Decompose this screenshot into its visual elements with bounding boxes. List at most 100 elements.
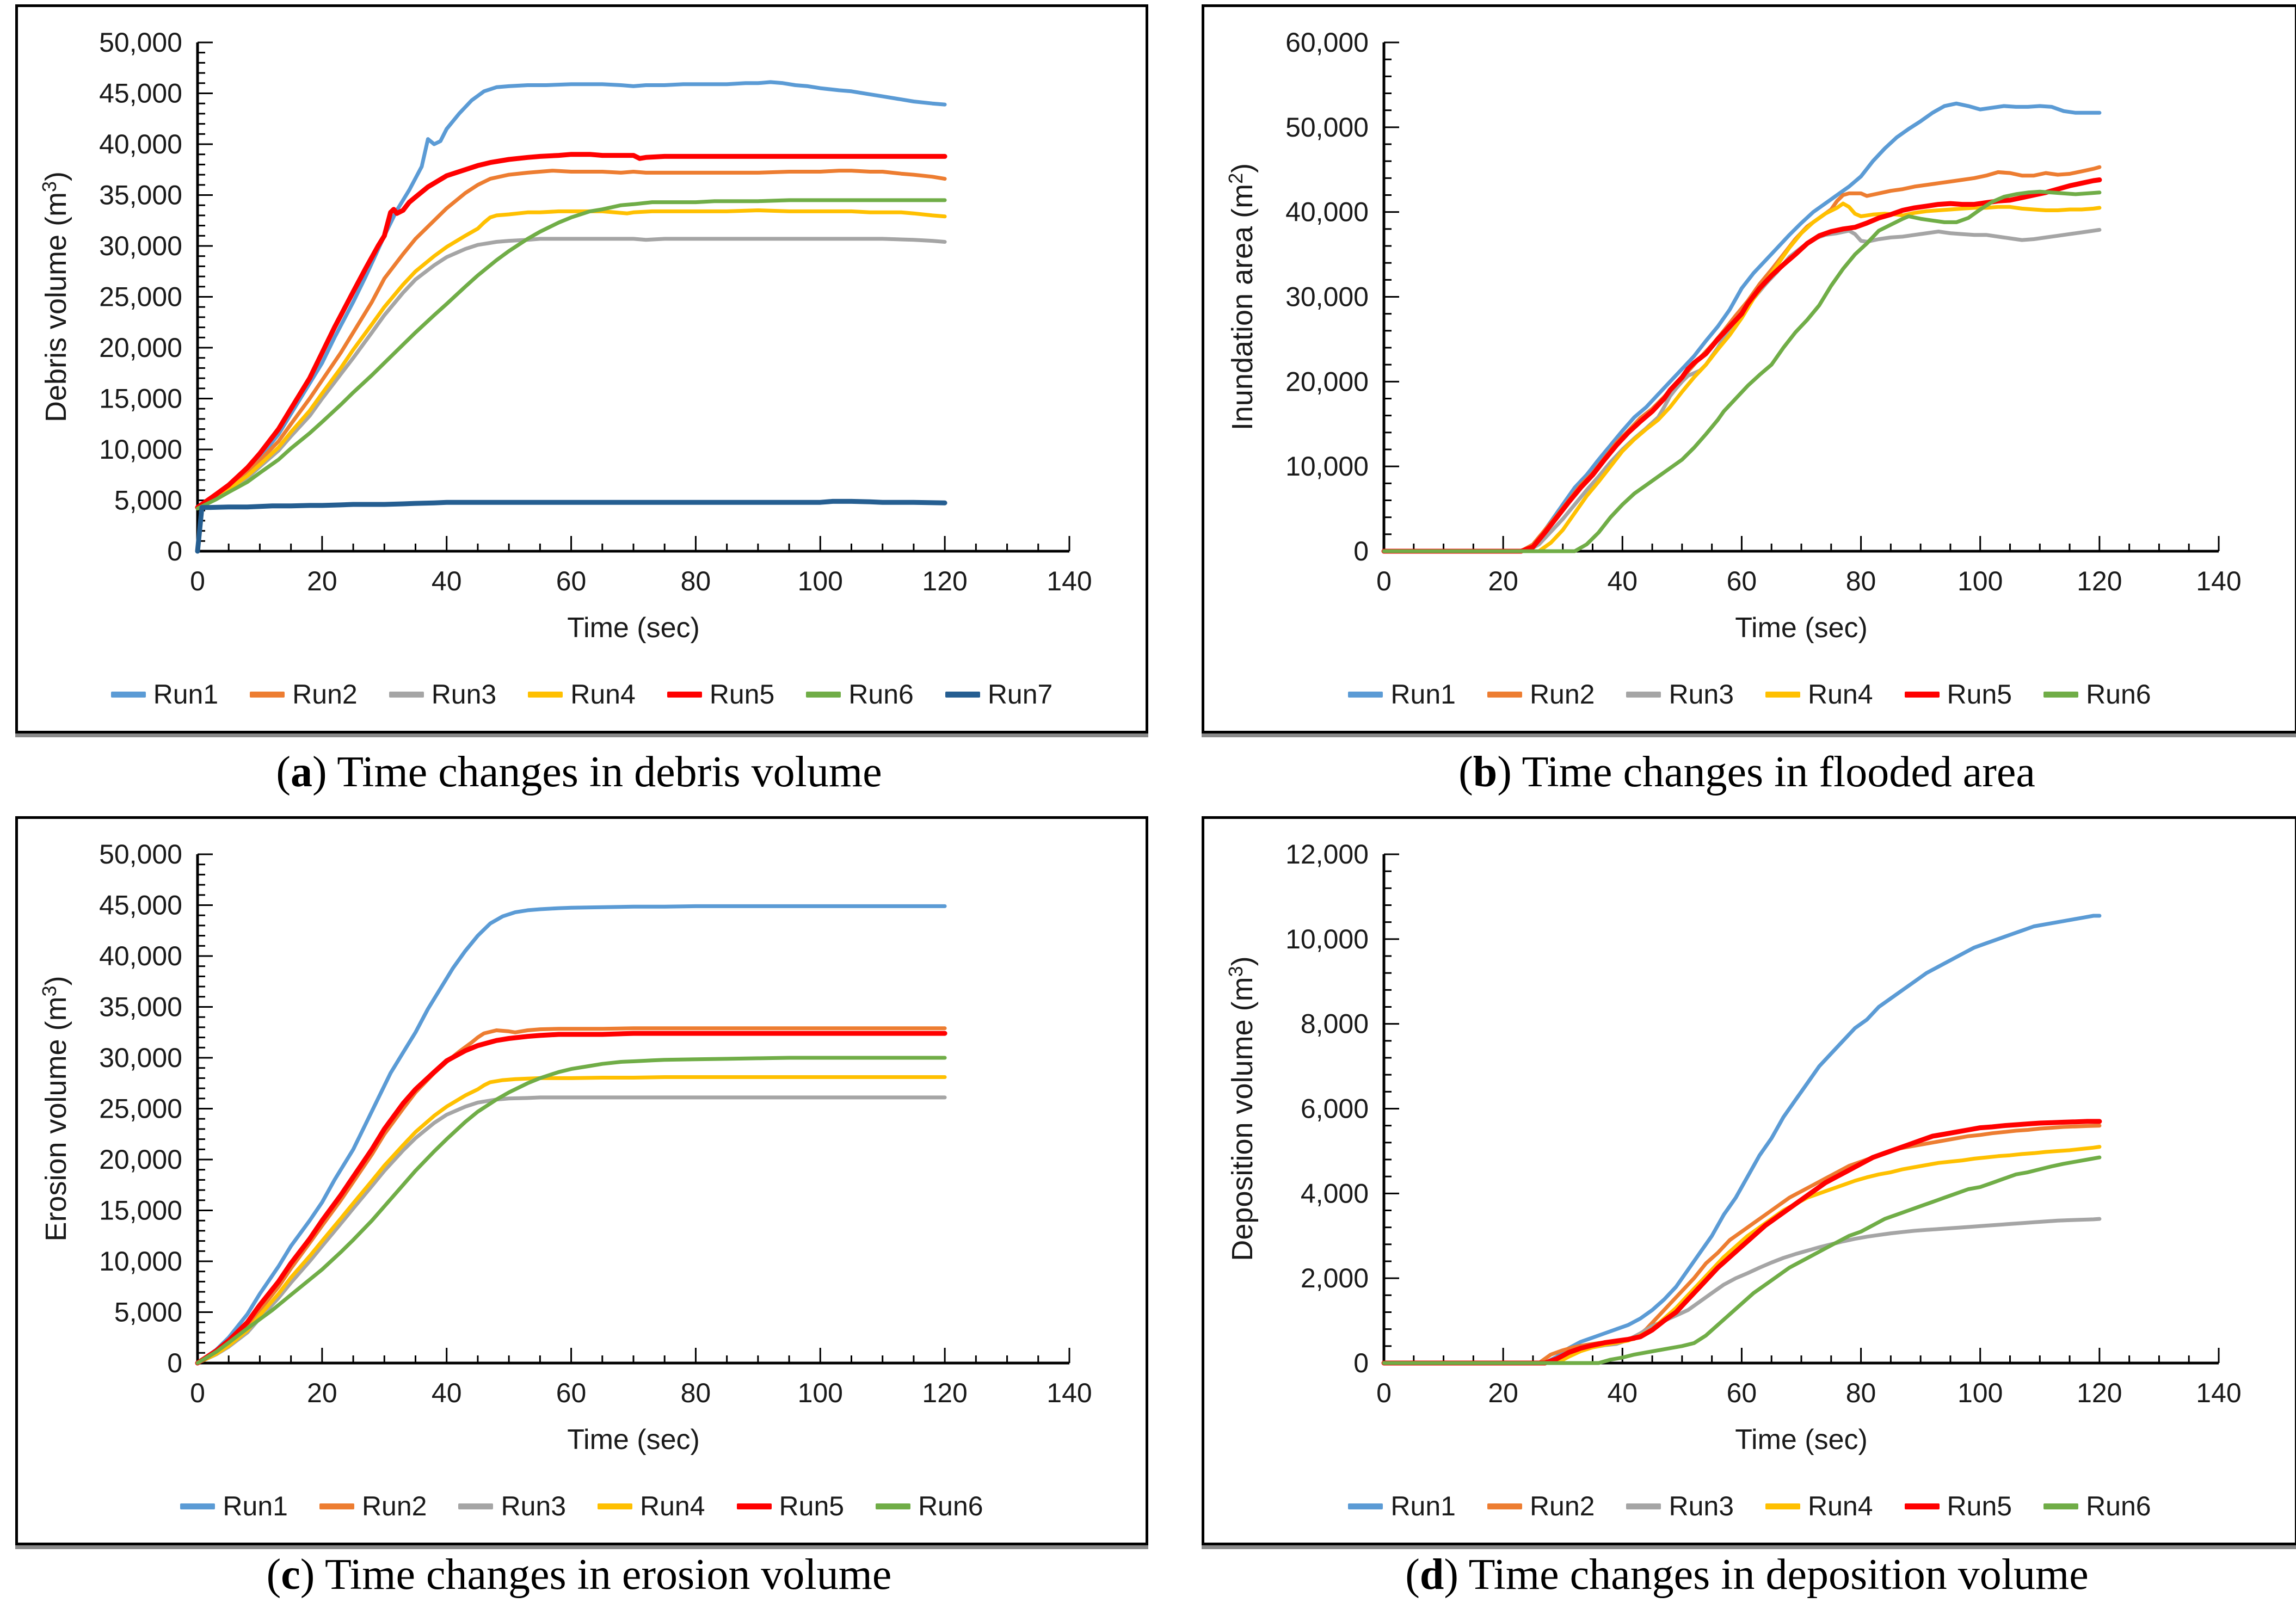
legend-swatch-run6 xyxy=(2043,691,2079,698)
caption-paren: ) xyxy=(300,1550,315,1599)
y-tick-label: 4,000 xyxy=(1301,1178,1369,1209)
legend-inundation-area: Run1 Run2 Run3 Run4 Run5 Run6 xyxy=(1204,679,2295,710)
x-tick-label: 20 xyxy=(1488,566,1518,596)
legend-swatch-run3 xyxy=(1626,691,1661,698)
caption-paren: ) xyxy=(1497,748,1512,796)
caption-text: Time changes in flooded area xyxy=(1511,748,2035,796)
y-tick-label: 50,000 xyxy=(1285,112,1369,143)
series-line-run5 xyxy=(195,152,947,510)
legend-item-run4: Run4 xyxy=(1765,1490,1873,1522)
x-tick-label: 0 xyxy=(1376,566,1392,596)
legend-label: Run6 xyxy=(848,679,914,710)
legend-swatch-run1 xyxy=(110,691,146,698)
series-line-run6 xyxy=(1382,189,2102,553)
legend-swatch-run4 xyxy=(528,691,563,698)
x-tick-label: 80 xyxy=(681,566,711,596)
caption-letter: d xyxy=(1419,1550,1444,1599)
y-axis-title: Debris volume (m3) xyxy=(38,171,72,422)
legend-item-run6: Run6 xyxy=(2043,1490,2151,1522)
x-axis-title: Time (sec) xyxy=(567,1424,700,1456)
legend-item-run4: Run4 xyxy=(1765,679,1873,710)
legend-label: Run1 xyxy=(223,1491,288,1521)
legend-label: Run5 xyxy=(1947,679,2012,710)
series-line-run6 xyxy=(195,198,947,510)
y-tick-label: 2,000 xyxy=(1301,1263,1369,1293)
series-line-run1 xyxy=(1382,101,2102,553)
y-tick-label: 30,000 xyxy=(1285,282,1369,312)
x-tick-label: 40 xyxy=(432,1378,462,1408)
legend-item-run1: Run1 xyxy=(180,1490,288,1522)
legend-deposition-volume: Run1 Run2 Run3 Run4 Run5 Run6 xyxy=(1204,1490,2295,1522)
legend-label: Run2 xyxy=(361,1491,427,1521)
caption-letter: c xyxy=(281,1550,300,1599)
legend-item-run3: Run3 xyxy=(389,679,496,710)
debris-volume-plot: 0 5,000 10,000 15,000 20,000 25,000 30,000 35,0… xyxy=(38,27,1092,644)
legend-label: Run4 xyxy=(1808,1491,1873,1521)
series-line-run1 xyxy=(1382,914,2102,1365)
legend-label: Run6 xyxy=(2086,679,2151,710)
legend-swatch-run7 xyxy=(945,691,980,698)
series-group xyxy=(195,904,947,1366)
x-tick-label: 20 xyxy=(1488,1378,1518,1408)
legend-label: Run1 xyxy=(1390,1491,1456,1521)
y-tick-label: 6,000 xyxy=(1301,1094,1369,1124)
legend-label: Run5 xyxy=(1947,1491,2012,1521)
y-tick-label: 0 xyxy=(167,536,182,566)
caption-text: Time changes in debris volume xyxy=(327,748,882,796)
caption-paren: ) xyxy=(1444,1550,1459,1599)
legend-label: Run1 xyxy=(153,679,219,710)
x-tick-label: 80 xyxy=(1846,566,1876,596)
legend-debris-volume: Run1 Run2 Run3 Run4 Run5 Run6 Run7 xyxy=(18,679,1146,710)
legend-label: Run4 xyxy=(640,1491,705,1521)
chart-panel-erosion-volume: 0 5,000 10,000 15,000 20,000 25,000 30,000 35,0… xyxy=(15,816,1148,1545)
series-line-run5 xyxy=(195,1031,947,1366)
caption-panel-d: (d) Time changes in deposition volume xyxy=(1202,1547,2292,1602)
legend-swatch-run2 xyxy=(1487,691,1522,698)
legend-label: Run5 xyxy=(779,1491,845,1521)
y-tick-label: 20,000 xyxy=(99,1144,182,1175)
x-tick-label: 100 xyxy=(1958,1378,2003,1408)
legend-swatch-run3 xyxy=(458,1503,494,1509)
x-tick-label: 120 xyxy=(2077,1378,2122,1408)
legend-item-run4: Run4 xyxy=(528,679,636,710)
legend-item-run2: Run2 xyxy=(1487,1490,1595,1522)
legend-item-run4: Run4 xyxy=(598,1490,705,1522)
legend-swatch-run3 xyxy=(1626,1503,1661,1509)
y-tick-label: 35,000 xyxy=(99,992,182,1022)
y-tick-label: 0 xyxy=(1353,536,1369,566)
legend-item-run6: Run6 xyxy=(876,1490,983,1522)
legend-swatch-run4 xyxy=(598,1503,632,1509)
caption-letter: a xyxy=(291,748,313,796)
legend-item-run5: Run5 xyxy=(667,679,774,710)
x-tick-label: 120 xyxy=(922,566,967,596)
legend-label: Run2 xyxy=(1529,1491,1595,1521)
legend-item-run7: Run7 xyxy=(945,679,1052,710)
legend-label: Run6 xyxy=(918,1491,983,1521)
legend-swatch-run1 xyxy=(1348,691,1383,698)
legend-label: Run3 xyxy=(1669,679,1734,710)
inundation-area-plot: 0 10,000 20,000 30,000 40,000 50,000 60,000 0 20… xyxy=(1224,27,2242,644)
y-tick-label: 10,000 xyxy=(99,434,182,465)
series-line-run2 xyxy=(1382,165,2102,553)
caption-text: Time changes in deposition volume xyxy=(1458,1550,2089,1599)
y-tick-label: 60,000 xyxy=(1285,27,1369,58)
chart-panel-debris-volume: 0 5,000 10,000 15,000 20,000 25,000 30,000 35,0… xyxy=(15,4,1148,733)
legend-item-run3: Run3 xyxy=(458,1490,566,1522)
y-tick-label: 40,000 xyxy=(99,129,182,159)
x-tick-label: 140 xyxy=(1047,1378,1092,1408)
x-tick-label: 100 xyxy=(1958,566,2003,596)
legend-swatch-run4 xyxy=(1765,1503,1800,1509)
y-tick-label: 10,000 xyxy=(1285,924,1369,954)
y-axis-title: Deposition volume (m3) xyxy=(1224,956,1259,1261)
y-tick-label: 15,000 xyxy=(99,1195,182,1226)
caption-panel-a: (a) Time changes in debris volume xyxy=(15,736,1143,809)
legend-swatch-run1 xyxy=(1348,1503,1383,1509)
axes: 0 10,000 20,000 30,000 40,000 50,000 60,000 0 20… xyxy=(1224,27,2242,644)
erosion-volume-plot: 0 5,000 10,000 15,000 20,000 25,000 30,000 35,0… xyxy=(38,839,1092,1456)
y-tick-label: 40,000 xyxy=(1285,197,1369,227)
y-tick-label: 0 xyxy=(167,1348,182,1378)
x-axis-title: Time (sec) xyxy=(1735,612,1868,644)
x-tick-label: 0 xyxy=(190,566,205,596)
caption-paren: ) xyxy=(312,748,327,796)
legend-label: Run4 xyxy=(1808,679,1873,710)
